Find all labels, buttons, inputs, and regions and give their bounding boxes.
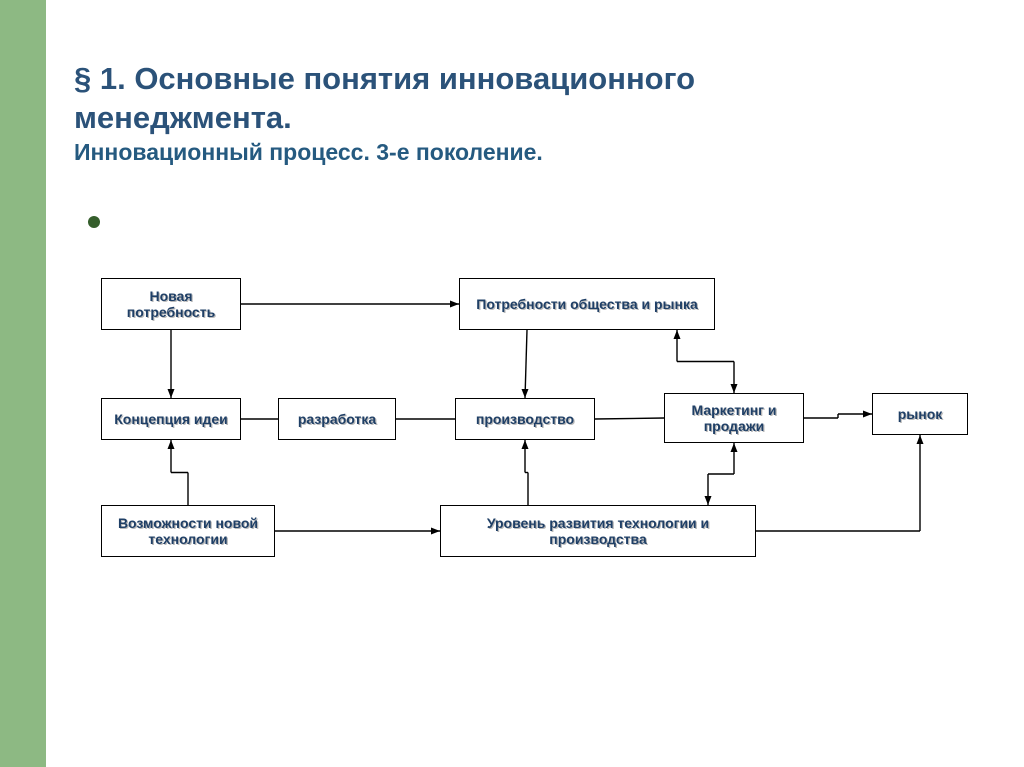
node-n-prod: производствопроизводство	[455, 398, 595, 440]
node-n-tech-level: Уровень развития технологии и производст…	[440, 505, 756, 557]
node-n-dev: разработкаразработка	[278, 398, 396, 440]
node-n-market: рынокрынок	[872, 393, 968, 435]
node-n-marketing: Маркетинг и продажиМаркетинг и продажи	[664, 393, 804, 443]
node-n-soc-need: Потребности общества и рынкаПотребности …	[459, 278, 715, 330]
flowchart: Новая потребностьНовая потребность Потреб…	[0, 0, 1024, 767]
node-n-new-need: Новая потребностьНовая потребность	[101, 278, 241, 330]
node-n-concept: Концепция идеиКонцепция идеи	[101, 398, 241, 440]
slide: § 1. Основные понятия инновационного мен…	[0, 0, 1024, 767]
node-n-tech-opp: Возможности новой технологииВозможности …	[101, 505, 275, 557]
